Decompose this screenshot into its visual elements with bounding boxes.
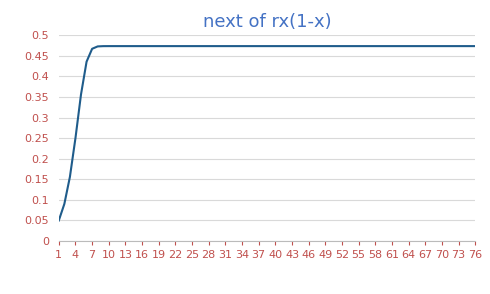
Title: next of rx(1-x): next of rx(1-x) [203,13,331,31]
